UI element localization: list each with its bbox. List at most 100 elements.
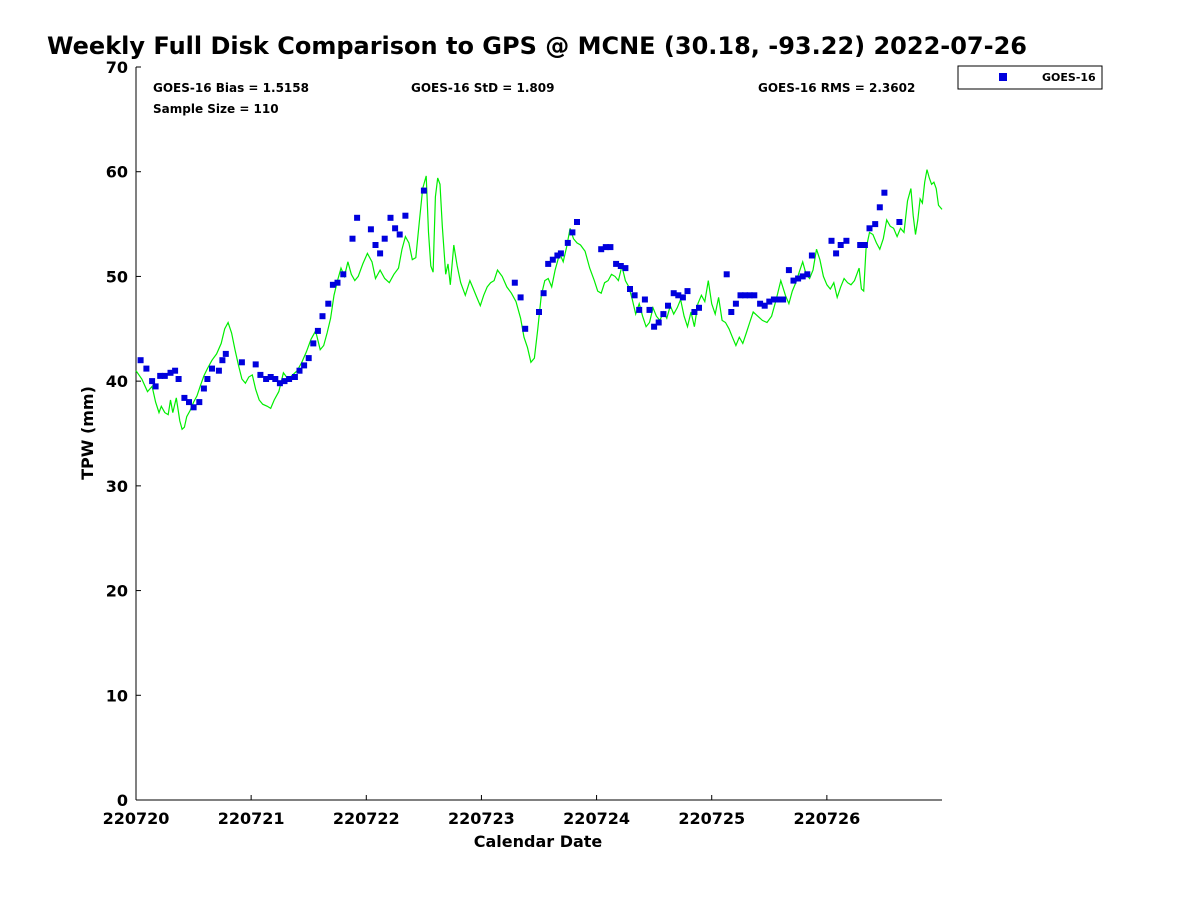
goes-data-point <box>837 242 844 248</box>
goes-data-point <box>574 219 580 225</box>
goes-data-point <box>602 244 609 251</box>
goes-data-point <box>149 378 156 385</box>
goes-data-point <box>799 273 806 280</box>
legend-label-goes: GOES-16 <box>1042 71 1096 84</box>
goes-data-point <box>684 288 691 295</box>
goes-data-point <box>691 309 698 315</box>
x-tick-label: 220724 <box>563 809 630 828</box>
goes-data-point <box>737 292 744 299</box>
gps-line-series <box>135 169 943 431</box>
goes-data-point <box>219 357 226 364</box>
goes-data-point <box>296 367 303 374</box>
x-tick-label: 220721 <box>218 809 285 828</box>
goes-data-point <box>881 189 888 196</box>
goes-data-point <box>723 271 730 278</box>
goes-data-point <box>367 226 374 233</box>
goes-data-point <box>770 296 777 303</box>
goes-data-point <box>276 380 283 387</box>
goes-data-point <box>833 250 840 257</box>
goes-data-point <box>545 260 552 267</box>
y-tick-label: 10 <box>106 686 128 705</box>
goes-data-point <box>866 225 873 232</box>
goes-data-point <box>641 296 648 303</box>
goes-data-point <box>152 383 159 390</box>
goes-data-point <box>795 275 802 282</box>
plot-area <box>136 67 942 800</box>
goes-data-point <box>286 376 293 382</box>
x-axis-label: Calendar Date <box>474 832 603 851</box>
goes-data-point <box>665 302 671 309</box>
legend-marker-goes <box>999 73 1007 81</box>
goes-data-point <box>381 235 388 242</box>
goes-data-point <box>396 231 403 238</box>
goes-data-point <box>655 319 662 326</box>
goes-data-point <box>775 296 782 303</box>
goes-data-point <box>751 292 758 299</box>
goes-data-point <box>157 372 164 379</box>
y-axis-label: TPW (mm) <box>78 386 97 480</box>
goes-data-point <box>636 306 643 313</box>
goes-data-point <box>200 385 207 392</box>
goes-data-point <box>757 300 764 307</box>
goes-data-point <box>252 361 259 368</box>
y-tick-label: 40 <box>106 372 128 391</box>
goes-data-point <box>167 369 174 376</box>
goes-data-point <box>742 292 749 299</box>
goes-data-point <box>522 325 529 332</box>
goes-data-point <box>728 309 735 315</box>
goes-scatter-series <box>137 187 903 411</box>
goes-data-point <box>319 313 326 320</box>
goes-data-point <box>420 187 427 194</box>
goes-data-point <box>857 242 864 248</box>
goes-data-point <box>651 323 658 330</box>
goes-data-point <box>631 292 638 299</box>
goes-data-point <box>808 252 815 259</box>
chart-title: Weekly Full Disk Comparison to GPS @ MCN… <box>47 32 1027 60</box>
goes-data-point <box>511 279 518 286</box>
goes-data-point <box>325 300 332 307</box>
goes-data-point <box>402 212 409 219</box>
goes-data-point <box>301 362 308 369</box>
goes-data-point <box>137 357 144 364</box>
goes-data-point <box>161 372 168 379</box>
goes-data-point <box>143 365 150 372</box>
goes-data-point <box>340 271 347 278</box>
goes-data-point <box>679 294 686 301</box>
goes-data-point <box>843 237 850 244</box>
goes-data-point <box>598 246 605 253</box>
goes-data-point <box>622 265 629 272</box>
goes-data-point <box>766 298 773 305</box>
y-tick-label: 50 <box>106 267 128 286</box>
goes-data-point <box>238 359 245 366</box>
goes-data-point <box>675 292 682 299</box>
goes-data-point <box>607 244 614 251</box>
goes-data-point <box>186 399 192 406</box>
goes-data-point <box>281 378 288 385</box>
goes-data-point <box>670 290 677 297</box>
goes-data-point <box>828 237 835 244</box>
goes-data-point <box>257 371 264 378</box>
goes-data-point <box>617 263 624 269</box>
sample-size-stat: Sample Size = 110 <box>153 102 279 116</box>
rms-stat: GOES-16 RMS = 2.3602 <box>758 81 915 95</box>
goes-data-point <box>780 296 787 303</box>
goes-data-point <box>569 229 576 236</box>
legend-box <box>957 65 1103 90</box>
x-axis-ticks: 220720 220721 220722 220723 220724 220725 2207… <box>103 795 860 828</box>
goes-data-point <box>291 374 298 380</box>
y-tick-label: 0 <box>117 791 128 810</box>
goes-data-point <box>660 311 667 318</box>
goes-data-point <box>209 365 215 372</box>
std-stat: GOES-16 StD = 1.809 <box>411 81 554 95</box>
goes-data-point <box>540 290 547 297</box>
goes-data-point <box>557 250 564 257</box>
goes-data-point <box>372 242 379 248</box>
goes-data-point <box>215 367 222 374</box>
goes-data-point <box>517 294 524 301</box>
goes-data-point <box>172 367 179 374</box>
goes-data-point <box>746 292 753 299</box>
goes-data-point <box>761 302 768 309</box>
goes-data-point <box>646 306 653 313</box>
goes-data-point <box>204 376 211 382</box>
goes-data-point <box>272 376 279 382</box>
